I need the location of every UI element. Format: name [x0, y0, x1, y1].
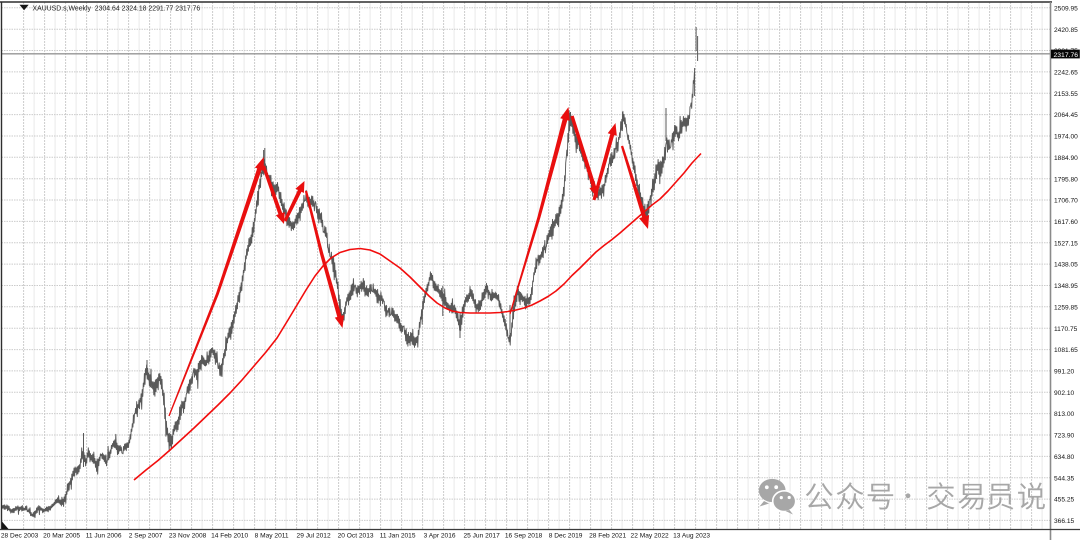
svg-text:16 Sep 2018: 16 Sep 2018 — [505, 533, 543, 540]
svg-text:8 Dec 2019: 8 Dec 2019 — [549, 533, 583, 540]
svg-text:2317.76: 2317.76 — [1054, 52, 1079, 59]
svg-text:1974.00: 1974.00 — [1054, 134, 1078, 141]
svg-text:14 Feb 2010: 14 Feb 2010 — [211, 533, 248, 540]
svg-text:1259.85: 1259.85 — [1054, 304, 1078, 311]
svg-text:28 Feb 2021: 28 Feb 2021 — [589, 533, 626, 540]
svg-text:2064.45: 2064.45 — [1054, 112, 1078, 119]
svg-text:13 Aug 2023: 13 Aug 2023 — [673, 533, 710, 540]
svg-text:20 Oct 2013: 20 Oct 2013 — [338, 533, 374, 540]
svg-text:1348.95: 1348.95 — [1054, 283, 1078, 290]
svg-text:902.10: 902.10 — [1054, 390, 1075, 397]
svg-text:25 Jun 2017: 25 Jun 2017 — [463, 533, 500, 540]
svg-text:XAUUSD.s,Weekly 2304.64 2324.: XAUUSD.s,Weekly 2304.64 2324.18 2291.77 … — [33, 5, 201, 12]
svg-text:2509.95: 2509.95 — [1054, 5, 1078, 12]
svg-text:2420.85: 2420.85 — [1054, 27, 1078, 34]
svg-text:455.25: 455.25 — [1054, 497, 1075, 504]
svg-text:8 May 2011: 8 May 2011 — [255, 533, 289, 540]
svg-text:991.20: 991.20 — [1054, 369, 1075, 376]
svg-text:1527.15: 1527.15 — [1054, 240, 1078, 247]
svg-text:2 Sep 2007: 2 Sep 2007 — [129, 533, 163, 540]
svg-text:2153.55: 2153.55 — [1054, 91, 1078, 98]
svg-text:22 May 2022: 22 May 2022 — [631, 533, 669, 540]
svg-text:20 Mar 2005: 20 Mar 2005 — [43, 533, 80, 540]
svg-text:723.90: 723.90 — [1054, 433, 1075, 440]
svg-text:544.35: 544.35 — [1054, 475, 1075, 482]
svg-text:1081.65: 1081.65 — [1054, 347, 1078, 354]
svg-text:28 Dec 2003: 28 Dec 2003 — [1, 533, 39, 540]
svg-text:366.15: 366.15 — [1054, 518, 1075, 525]
svg-text:1438.05: 1438.05 — [1054, 262, 1078, 269]
svg-text:11 Jun 2006: 11 Jun 2006 — [86, 533, 122, 540]
svg-text:1706.70: 1706.70 — [1054, 198, 1078, 205]
svg-text:23 Nov 2008: 23 Nov 2008 — [169, 533, 207, 540]
svg-text:813.00: 813.00 — [1054, 411, 1075, 418]
svg-text:29 Jul 2012: 29 Jul 2012 — [297, 533, 331, 540]
svg-text:634.80: 634.80 — [1054, 454, 1075, 461]
svg-text:11 Jan 2015: 11 Jan 2015 — [380, 533, 416, 540]
svg-text:1617.60: 1617.60 — [1054, 219, 1078, 226]
svg-text:3 Apr 2016: 3 Apr 2016 — [424, 533, 456, 540]
svg-text:1795.80: 1795.80 — [1054, 176, 1078, 183]
svg-text:1884.90: 1884.90 — [1054, 155, 1078, 162]
svg-text:1170.75: 1170.75 — [1054, 326, 1078, 333]
svg-text:2242.65: 2242.65 — [1054, 70, 1078, 77]
